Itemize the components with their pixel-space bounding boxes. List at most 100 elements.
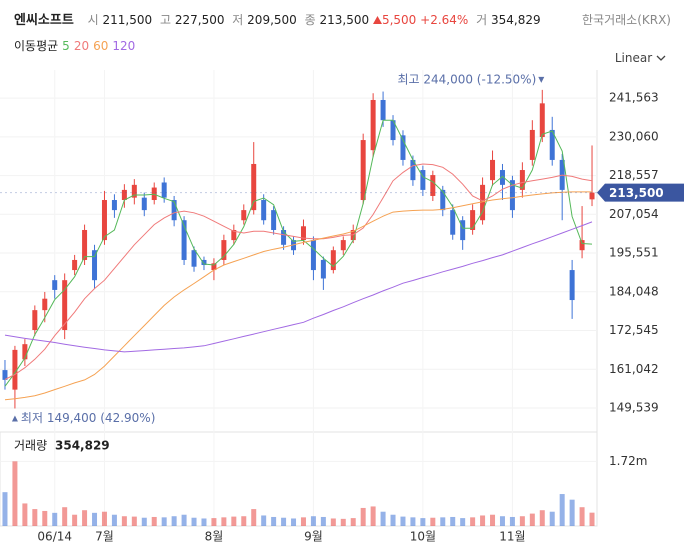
candle-body [470, 210, 476, 230]
change: 5,500 [381, 13, 417, 27]
value: 211,500 [102, 13, 153, 27]
min-label: 최저 149,400 (42.90%) [21, 411, 155, 425]
y-tick-label: 230,060 [609, 129, 659, 143]
volume-bar [2, 492, 8, 526]
volume-bar [121, 516, 127, 526]
min-arrow [11, 415, 18, 422]
volume-bar [151, 516, 157, 526]
candle-body [291, 240, 297, 251]
ma-line [4, 191, 592, 401]
volume-bar [519, 516, 525, 526]
candle-body [191, 250, 197, 267]
volume-bar [171, 516, 177, 526]
volume-bar [460, 518, 466, 526]
candle-body [271, 210, 277, 230]
candle-body [509, 180, 515, 211]
candle-body [559, 159, 565, 190]
candle-body [350, 229, 356, 241]
scale-label[interactable]: Linear [614, 51, 653, 65]
volume-bar [420, 518, 426, 526]
volume-panel [0, 431, 598, 527]
candle-body [589, 192, 595, 200]
volume-bar [82, 510, 88, 526]
volume-bar [559, 494, 565, 526]
candle-body [161, 182, 167, 198]
candle-body [2, 370, 8, 380]
candle-body [529, 129, 535, 160]
volume-bar [549, 511, 555, 526]
max-arrow [538, 76, 545, 83]
volume-bar [440, 517, 446, 526]
candle-body [410, 159, 416, 181]
stock-name: 엔씨소프트 [14, 13, 74, 28]
volume-bar [131, 516, 137, 526]
volume-bar [579, 507, 585, 526]
volume-bar [231, 516, 237, 526]
chevron[interactable] [656, 55, 666, 62]
candle-body [72, 259, 78, 271]
candle-body [300, 226, 306, 241]
volume-bar [320, 516, 326, 526]
candle-body [211, 263, 217, 271]
volume-bar [161, 517, 167, 526]
x-tick-label: 06/14 [37, 530, 72, 544]
candle-body [251, 163, 257, 211]
value: 227,500 [174, 13, 225, 27]
candle-body [201, 259, 207, 266]
y-tick-label: 218,557 [609, 168, 659, 182]
candle-body [480, 184, 486, 221]
value: 354,829 [491, 13, 541, 27]
volume-value: 354,829 [55, 439, 110, 453]
volume-bar [62, 507, 68, 526]
volume-bar [360, 507, 366, 526]
label: 저 [232, 13, 244, 27]
candle-body [141, 197, 147, 211]
candle-body [231, 229, 237, 241]
change-pct: +2.64% [420, 13, 469, 27]
scale-select[interactable]: Linear [615, 51, 666, 65]
candle-body [101, 200, 107, 241]
volume-bar [340, 518, 346, 526]
candle-body [450, 210, 456, 235]
volume-bar [529, 513, 535, 526]
volume-bar [92, 512, 98, 526]
candle-body [519, 170, 525, 190]
candle-body [380, 99, 386, 121]
volume-bar [181, 514, 187, 526]
ma-line [4, 119, 593, 387]
candle-body [22, 344, 28, 360]
candle-body [261, 200, 267, 221]
volume-bar [470, 517, 476, 526]
volume-bar [490, 514, 496, 526]
candle-body [241, 210, 247, 221]
candle-body [12, 349, 18, 390]
volume-bar [589, 512, 595, 526]
volume-bar [430, 517, 436, 526]
volume-bar [370, 506, 376, 526]
candle-body [420, 170, 426, 190]
value: 213,500 [319, 13, 370, 27]
candle-body [281, 229, 287, 245]
volume-bar [281, 517, 287, 526]
volume-bar [32, 509, 38, 526]
candle-body [171, 200, 177, 221]
volume-bar [291, 518, 297, 526]
legend-entry: 120 [112, 39, 136, 53]
legend-entry: 20 [73, 39, 90, 53]
volume-bar [42, 510, 48, 526]
candle-body [460, 220, 466, 241]
volume-bar [12, 461, 18, 526]
up-arrow [372, 16, 382, 24]
y-tick-label: 172,545 [609, 323, 659, 337]
y-tick-label: 149,539 [609, 401, 659, 415]
candle-body [131, 184, 137, 198]
candle-body [569, 270, 575, 301]
y-tick-label: 241,563 [609, 91, 659, 105]
volume-bar [101, 511, 107, 526]
candle-body [539, 103, 545, 138]
volume-title: 거래량 [14, 439, 47, 453]
value: 209,500 [247, 13, 297, 27]
candle-body [92, 250, 98, 281]
candle-body [579, 240, 585, 251]
